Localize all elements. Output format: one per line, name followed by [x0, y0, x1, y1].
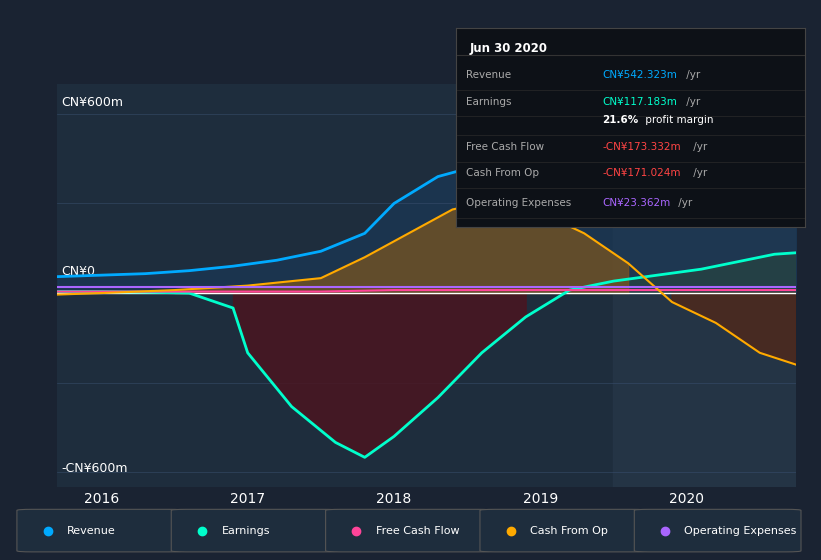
Text: CN¥542.323m: CN¥542.323m — [603, 69, 677, 80]
Text: 21.6%: 21.6% — [603, 115, 639, 125]
Text: Operating Expenses: Operating Expenses — [685, 526, 797, 535]
Text: /yr: /yr — [690, 142, 708, 152]
Text: -CN¥173.332m: -CN¥173.332m — [603, 142, 681, 152]
Text: Cash From Op: Cash From Op — [466, 168, 539, 178]
Text: Earnings: Earnings — [466, 96, 511, 106]
FancyBboxPatch shape — [17, 510, 184, 552]
Text: CN¥600m: CN¥600m — [62, 96, 123, 109]
Bar — [613, 84, 796, 487]
FancyBboxPatch shape — [480, 510, 647, 552]
Text: profit margin: profit margin — [642, 115, 713, 125]
Text: CN¥23.362m: CN¥23.362m — [603, 198, 671, 208]
FancyBboxPatch shape — [326, 510, 493, 552]
Text: Free Cash Flow: Free Cash Flow — [376, 526, 460, 535]
Text: /yr: /yr — [683, 96, 700, 106]
Text: /yr: /yr — [690, 168, 708, 178]
Text: -CN¥171.024m: -CN¥171.024m — [603, 168, 681, 178]
FancyBboxPatch shape — [635, 510, 801, 552]
Text: CN¥117.183m: CN¥117.183m — [603, 96, 677, 106]
Text: CN¥0: CN¥0 — [62, 265, 95, 278]
Text: Earnings: Earnings — [222, 526, 270, 535]
Text: Jun 30 2020: Jun 30 2020 — [470, 42, 548, 55]
Text: -CN¥600m: -CN¥600m — [62, 462, 127, 475]
Text: /yr: /yr — [676, 198, 693, 208]
Text: /yr: /yr — [683, 69, 700, 80]
Text: Operating Expenses: Operating Expenses — [466, 198, 571, 208]
Text: Free Cash Flow: Free Cash Flow — [466, 142, 544, 152]
FancyBboxPatch shape — [172, 510, 338, 552]
Text: Revenue: Revenue — [67, 526, 116, 535]
Text: Revenue: Revenue — [466, 69, 511, 80]
Text: Cash From Op: Cash From Op — [530, 526, 608, 535]
